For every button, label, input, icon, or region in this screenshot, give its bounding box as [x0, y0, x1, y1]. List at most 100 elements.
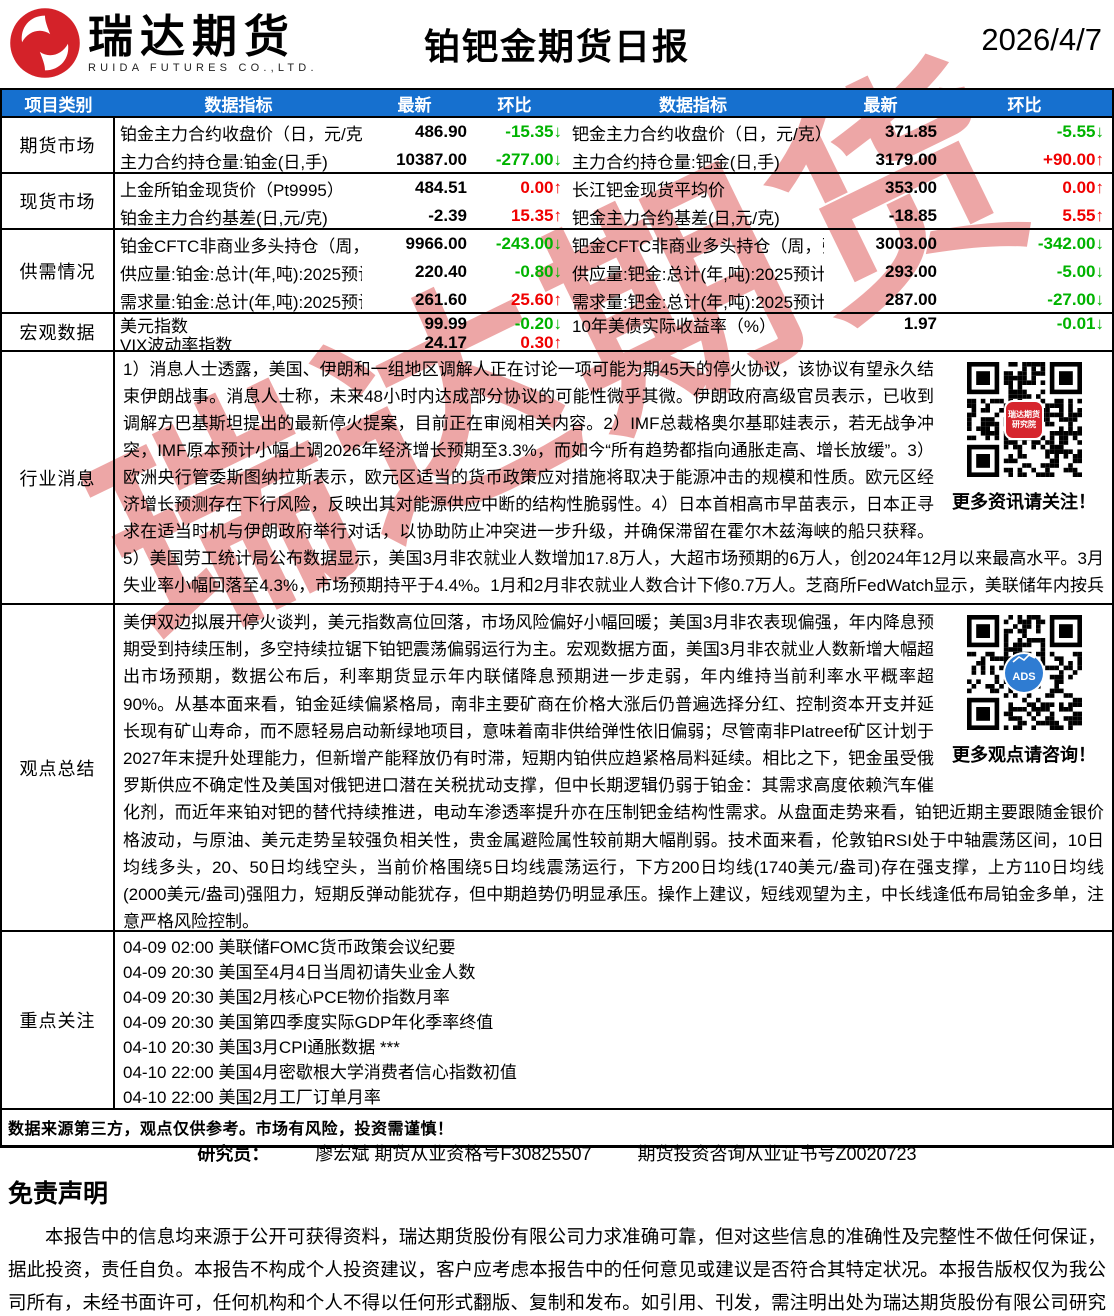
indicator-label: 美元指数 — [120, 316, 188, 336]
latest-value: 3003.00 — [875, 234, 937, 253]
indicator-label: 钯金主力合约收盘价（日，元/克） — [572, 124, 824, 144]
indicator-label: 长江钯金现货平均价 — [572, 180, 725, 200]
indicator-label: 钯金主力合约基差(日,元/克) — [572, 208, 780, 228]
latest-value: 220.40 — [415, 262, 467, 281]
focus-item: 04-09 20:30 美国至4月4日当周初请失业金人数 — [123, 963, 476, 982]
chart-line-icon — [1012, 653, 1036, 663]
section-macro-data: 宏观数据 美元指数 99.99 -0.20↓ 10年美债实际收益率（%） 1.9… — [2, 312, 1112, 350]
industry-news-text: 1）消息人士透露，美国、伊朗和一组地区调解人正在讨论一项可能为期45天的停火协议… — [123, 360, 1104, 595]
table-row: 主力合约持仓量:铂金(日,手) 10387.00 -277.00↓ 主力合约持仓… — [115, 146, 1112, 172]
latest-value: 24.17 — [424, 333, 467, 350]
indicator-label: 铂金主力合约基差(日,元/克) — [120, 208, 328, 228]
report-header: 瑞达期货 RUIDA FUTURES CO.,LTD. 铂钯金期货日报 2026… — [0, 0, 1114, 86]
section-industry-news: 行业消息 瑞达期货研究院 更多资讯请关注！ 1）消息人士透露，美国、伊朗和一组地… — [2, 350, 1112, 603]
latest-value: 3179.00 — [875, 150, 937, 169]
qr-block-viewpoint: ADS 更多观点请咨询！ — [944, 615, 1104, 769]
report-date: 2026/4/7 — [981, 22, 1102, 57]
table-row: VIX波动率指数 24.17 0.30↑ — [115, 333, 1112, 350]
category-label: 重点关注 — [2, 932, 115, 1108]
latest-value: 293.00 — [885, 262, 937, 281]
header-latest-left: 最新 — [397, 95, 432, 115]
change-value: -15.35↓ — [505, 122, 562, 141]
researcher-label: 研究员： — [197, 1144, 270, 1164]
change-value: 25.60↑ — [510, 290, 562, 309]
latest-value: 484.51 — [415, 178, 467, 197]
header-category: 项目类别 — [24, 95, 93, 115]
focus-item: 04-09 20:30 美国第四季度实际GDP年化季率终值 — [123, 1013, 494, 1032]
indicator-label: 需求量:钯金:总计(年,吨):2025预计 — [572, 292, 824, 312]
section-viewpoint-summary: 观点总结 ADS 更多观点请咨询！ — [2, 603, 1112, 930]
table-row: 需求量:铂金:总计(年,吨):2025预计 261.60 25.60↑ 需求量:… — [115, 286, 1112, 312]
section-key-focus: 重点关注 04-09 02:00 美联储FOMC货币政策会议纪要 04-09 2… — [2, 930, 1112, 1108]
header-change-left: 环比 — [497, 95, 532, 115]
change-value: -5.00↓ — [1056, 262, 1104, 281]
report-table: 项目类别 数据指标 最新 环比 数据指标 最新 环比 期货市场 铂金主力合约收盘… — [0, 88, 1114, 1148]
indicator-label: 供应量:钯金:总计(年,吨):2025预计 — [572, 264, 824, 284]
focus-item: 04-10 22:00 美国4月密歇根大学消费者信心指数初值 — [123, 1063, 517, 1082]
change-value: -342.00↓ — [1037, 234, 1104, 253]
table-row: 美元指数 99.99 -0.20↓ 10年美债实际收益率（%） 1.97 -0.… — [115, 314, 1112, 336]
indicator-label: 上金所铂金现货价（Pt9995） — [120, 180, 344, 200]
change-value: 15.35↑ — [510, 206, 562, 225]
focus-item: 04-10 22:00 美国2月工厂订单月率 — [123, 1088, 381, 1107]
header-change-right: 环比 — [1007, 95, 1042, 115]
change-value: -0.20↓ — [514, 314, 562, 333]
table-row: 供应量:铂金:总计(年,吨):2025预计 220.40 -0.80↓ 供应量:… — [115, 258, 1112, 286]
change-value: 5.55↑ — [1062, 206, 1104, 225]
disclaimer-title: 免责声明 — [8, 1180, 109, 1208]
change-value: -0.80↓ — [514, 262, 562, 281]
change-value: 0.30↑ — [520, 333, 562, 350]
change-value: -27.00↓ — [1047, 290, 1104, 309]
ruida-logo-icon — [10, 8, 80, 78]
qr-block-news: 瑞达期货研究院 更多资讯请关注！ — [944, 362, 1104, 516]
qr-caption: 更多资讯请关注！ — [952, 492, 1096, 512]
researcher-cert: 期货投资咨询从业证书号Z0020723 — [637, 1144, 917, 1164]
latest-value: 1.97 — [903, 314, 937, 333]
focus-item: 04-09 20:30 美国2月核心PCE物价指数月率 — [123, 988, 450, 1007]
category-label: 现货市场 — [2, 174, 115, 228]
indicator-label: 供应量:铂金:总计(年,吨):2025预计 — [120, 264, 362, 284]
change-value: -5.55↓ — [1056, 122, 1104, 141]
company-brand: 瑞达期货 RUIDA FUTURES CO.,LTD. — [8, 6, 318, 80]
focus-item: 04-09 02:00 美联储FOMC货币政策会议纪要 — [123, 938, 456, 957]
header-indicator-left: 数据指标 — [204, 95, 273, 115]
indicator-label: 钯金CFTC非商业多头持仓（周，张） — [572, 236, 824, 256]
latest-value: 287.00 — [885, 290, 937, 309]
indicator-label: 10年美债实际收益率（%） — [572, 316, 777, 336]
researcher-line: 研究员： 廖宏斌 期货从业资格号F30825507 期货投资咨询从业证书号Z00… — [0, 1140, 1114, 1166]
category-label: 宏观数据 — [2, 314, 115, 350]
disclaimer-body: 本报告中的信息均来源于公开可获得资料，瑞达期货股份有限公司力求准确可靠，但对这些… — [8, 1226, 1106, 1313]
latest-value: -18.85 — [888, 206, 937, 225]
latest-value: 353.00 — [885, 178, 937, 197]
section-futures-market: 期货市场 铂金主力合约收盘价（日，元/克） 486.90 -15.35↓ 钯金主… — [2, 116, 1112, 172]
indicator-label: 铂金CFTC非商业多头持仓（周，张） — [120, 236, 362, 256]
section-spot-market: 现货市场 上金所铂金现货价（Pt9995） 484.51 0.00↑ 长江钯金现… — [2, 172, 1112, 228]
table-row: 上金所铂金现货价（Pt9995） 484.51 0.00↑ 长江钯金现货平均价 … — [115, 174, 1112, 202]
table-row: 铂金主力合约基差(日,元/克) -2.39 15.35↑ 钯金主力合约基差(日,… — [115, 202, 1112, 228]
change-value: -0.01↓ — [1056, 314, 1104, 333]
category-label: 行业消息 — [2, 352, 115, 603]
category-label: 供需情况 — [2, 230, 115, 312]
table-row: 铂金CFTC非商业多头持仓（周，张） 9966.00 -243.00↓ 钯金CF… — [115, 230, 1112, 258]
header-indicator-right: 数据指标 — [659, 95, 727, 115]
table-row: 铂金主力合约收盘价（日，元/克） 486.90 -15.35↓ 钯金主力合约收盘… — [115, 118, 1112, 146]
indicator-label: 主力合约持仓量:钯金(日,手) — [572, 152, 780, 172]
change-value: 0.00↑ — [520, 178, 562, 197]
researcher-name-license: 廖宏斌 期货从业资格号F30825507 — [315, 1144, 592, 1164]
latest-value: 99.99 — [424, 314, 467, 333]
qr-code: 瑞达期货研究院 — [966, 362, 1082, 477]
latest-value: -2.39 — [428, 206, 467, 225]
key-focus-list: 04-09 02:00 美联储FOMC货币政策会议纪要 04-09 20:30 … — [115, 932, 1112, 1108]
change-value: -277.00↓ — [495, 150, 562, 169]
qr-code: ADS — [966, 615, 1082, 730]
qr-center-logo: ADS — [1005, 653, 1043, 692]
qr-center-logo: 瑞达期货研究院 — [1006, 401, 1042, 438]
report-title: 铂钯金期货日报 — [423, 26, 690, 67]
disclaimer: 免责声明 本报告中的信息均来源于公开可获得资料，瑞达期货股份有限公司力求准确可靠… — [8, 1174, 1106, 1316]
company-name: 瑞达期货 — [88, 11, 297, 62]
table-header-row: 项目类别 数据指标 最新 环比 数据指标 最新 环比 — [2, 90, 1112, 116]
change-value: -243.00↓ — [495, 234, 562, 253]
indicator-label: 主力合约持仓量:铂金(日,手) — [120, 152, 328, 172]
category-label: 期货市场 — [2, 118, 115, 172]
